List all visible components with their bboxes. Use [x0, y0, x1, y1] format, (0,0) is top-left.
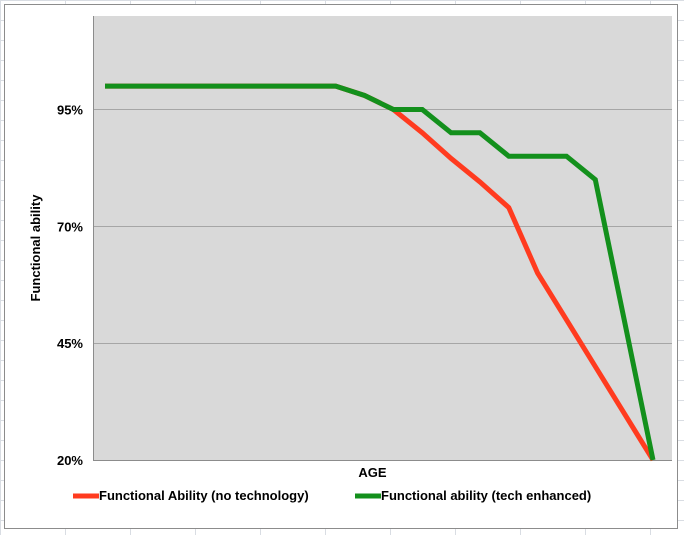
y-tick-label: 20% — [57, 453, 83, 468]
line-chart: 20% 45% 70% 95% Functional ability AGE Functio… — [28, 16, 672, 503]
y-axis-title: Functional ability — [28, 194, 43, 302]
y-tick-label: 45% — [57, 336, 83, 351]
series-line-tech-enhanced[interactable] — [105, 83, 656, 461]
y-tick-label: 95% — [57, 102, 83, 117]
x-axis-title: AGE — [358, 465, 387, 480]
y-tick-label: 70% — [57, 219, 83, 234]
plot-area[interactable] — [93, 16, 672, 460]
legend-label: Functional Ability (no technology) — [99, 488, 309, 503]
chart-container[interactable]: 20% 45% 70% 95% Functional ability AGE Functio… — [4, 4, 678, 529]
legend-label: Functional ability (tech enhanced) — [381, 488, 591, 503]
